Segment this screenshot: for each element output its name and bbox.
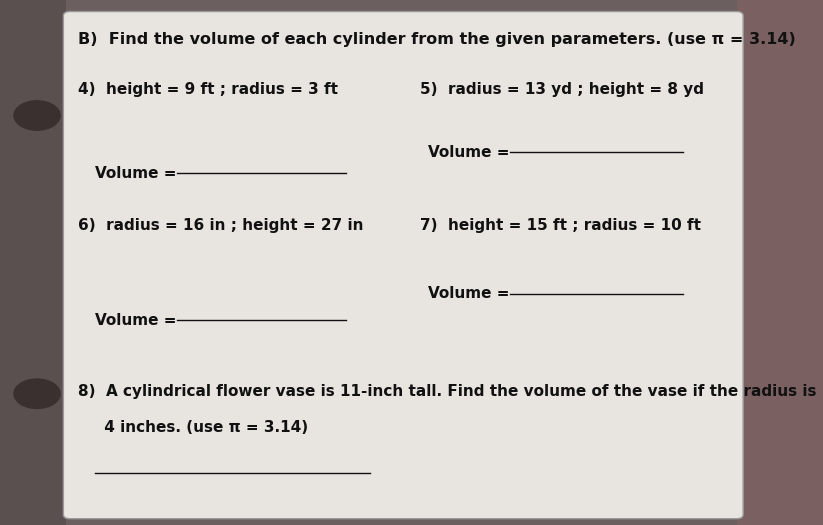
Text: B)  Find the volume of each cylinder from the given parameters. (use π = 3.14): B) Find the volume of each cylinder from… — [78, 32, 796, 47]
Text: 4 inches. (use π = 3.14): 4 inches. (use π = 3.14) — [78, 421, 309, 435]
Bar — [737, 0, 823, 525]
Text: 5)  radius = 13 yd ; height = 8 yd: 5) radius = 13 yd ; height = 8 yd — [420, 82, 704, 97]
Text: Volume =: Volume = — [428, 145, 514, 160]
Text: Volume =: Volume = — [95, 313, 181, 328]
Text: 8)  A cylindrical flower vase is 11-inch tall. Find the volume of the vase if th: 8) A cylindrical flower vase is 11-inch … — [78, 384, 816, 398]
FancyBboxPatch shape — [63, 12, 743, 519]
Text: Volume =: Volume = — [95, 166, 181, 181]
Text: 4)  height = 9 ft ; radius = 3 ft: 4) height = 9 ft ; radius = 3 ft — [78, 82, 338, 97]
Text: Volume =: Volume = — [428, 287, 514, 301]
Text: 7)  height = 15 ft ; radius = 10 ft: 7) height = 15 ft ; radius = 10 ft — [420, 218, 700, 233]
Circle shape — [14, 379, 60, 408]
Text: 6)  radius = 16 in ; height = 27 in: 6) radius = 16 in ; height = 27 in — [78, 218, 364, 233]
Circle shape — [14, 101, 60, 130]
Bar — [0, 0, 66, 525]
